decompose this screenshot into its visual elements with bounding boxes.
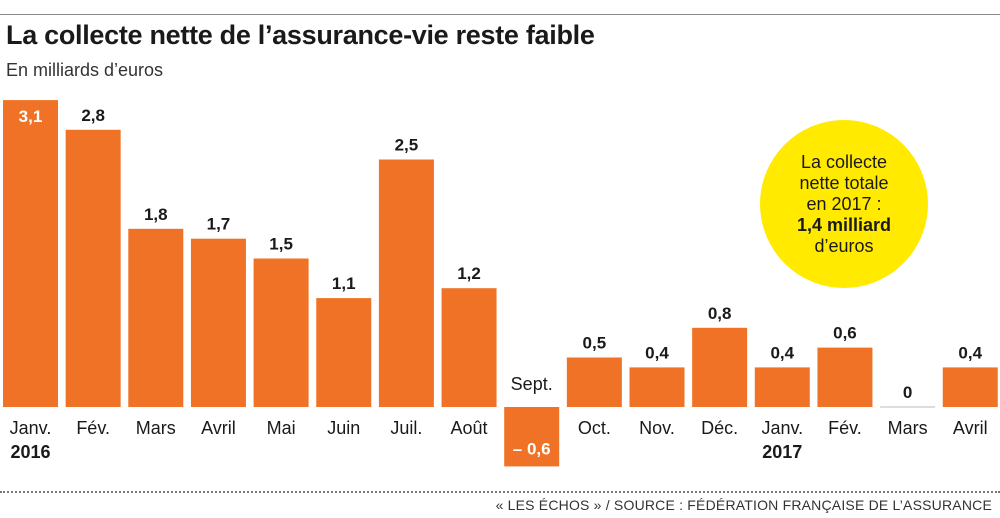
callout-line-2: nette totale bbox=[799, 172, 889, 193]
bar-1 bbox=[3, 100, 58, 407]
value-label-13: 0,4 bbox=[770, 343, 794, 362]
value-label-11: 0,4 bbox=[645, 343, 669, 362]
value-label-10: 0,5 bbox=[583, 334, 607, 353]
value-label-12: 0,8 bbox=[708, 304, 732, 323]
category-label-10: Oct. bbox=[578, 418, 611, 438]
bar-7 bbox=[378, 159, 434, 407]
category-label-8: Août bbox=[451, 418, 488, 438]
callout-line-5: d’euros bbox=[814, 235, 874, 256]
category-label-1: Janv. bbox=[10, 418, 52, 438]
value-label-15: 0 bbox=[903, 383, 912, 402]
value-label-1: 3,1 bbox=[19, 107, 43, 126]
category-label-12: Déc. bbox=[701, 418, 738, 438]
value-label-4: 1,7 bbox=[207, 215, 231, 234]
value-label-14: 0,6 bbox=[833, 324, 857, 343]
category-label-7: Juil. bbox=[390, 418, 422, 438]
category-label-15: Mars bbox=[888, 418, 928, 438]
value-label-6: 1,1 bbox=[332, 274, 356, 293]
value-label-9: – 0,6 bbox=[513, 439, 551, 458]
value-label-2: 2,8 bbox=[81, 106, 105, 125]
value-label-3: 1,8 bbox=[144, 205, 168, 224]
value-label-5: 1,5 bbox=[269, 235, 293, 254]
value-label-8: 1,2 bbox=[457, 264, 481, 283]
bar-9 bbox=[504, 407, 560, 467]
year-label-1: 2016 bbox=[10, 442, 50, 462]
chart-title: La collecte nette de l’assurance-vie res… bbox=[6, 20, 595, 50]
callout-total: 1,4 milliard bbox=[796, 214, 892, 235]
value-label-16: 0,4 bbox=[958, 343, 982, 362]
bar-3 bbox=[128, 228, 184, 407]
bar-8 bbox=[441, 288, 497, 407]
category-label-3: Mars bbox=[136, 418, 176, 438]
value-label-7: 2,5 bbox=[395, 136, 419, 155]
year-label-13: 2017 bbox=[762, 442, 802, 462]
bar-2 bbox=[65, 129, 121, 408]
category-label-16: Avril bbox=[953, 418, 988, 438]
top-rule bbox=[0, 14, 1000, 15]
category-label-14: Fév. bbox=[828, 418, 862, 438]
bar-12 bbox=[692, 327, 748, 407]
source-credit: « LES ÉCHOS » / SOURCE : FÉDÉRATION FRAN… bbox=[495, 497, 992, 513]
callout-line-3: en 2017 : bbox=[806, 193, 882, 214]
category-label-4: Avril bbox=[201, 418, 236, 438]
bar-11 bbox=[629, 367, 685, 407]
bar-6 bbox=[316, 298, 372, 407]
category-label-5: Mai bbox=[267, 418, 296, 438]
bar-16 bbox=[942, 367, 998, 407]
bar-4 bbox=[190, 238, 246, 407]
category-label-2: Fév. bbox=[76, 418, 110, 438]
bar-10 bbox=[566, 357, 622, 407]
total-callout: La collecte nette totale en 2017 : 1,4 m… bbox=[760, 120, 928, 288]
bar-5 bbox=[253, 258, 309, 407]
bar-14 bbox=[817, 347, 873, 407]
chart-subtitle: En milliards d’euros bbox=[6, 60, 164, 80]
bar-13 bbox=[754, 367, 810, 407]
callout-line-1: La collecte bbox=[800, 151, 888, 172]
footer-rule bbox=[0, 491, 1000, 493]
category-label-11: Nov. bbox=[639, 418, 675, 438]
bar-chart: 3,1 Janv. 2016 2,8 Fév. 1,8 Mars 1,7 Avril 1,5 Mai… bbox=[3, 100, 998, 467]
category-label-9: Sept. bbox=[511, 374, 553, 394]
category-label-13: Janv. bbox=[761, 418, 803, 438]
category-label-6: Juin bbox=[327, 418, 360, 438]
